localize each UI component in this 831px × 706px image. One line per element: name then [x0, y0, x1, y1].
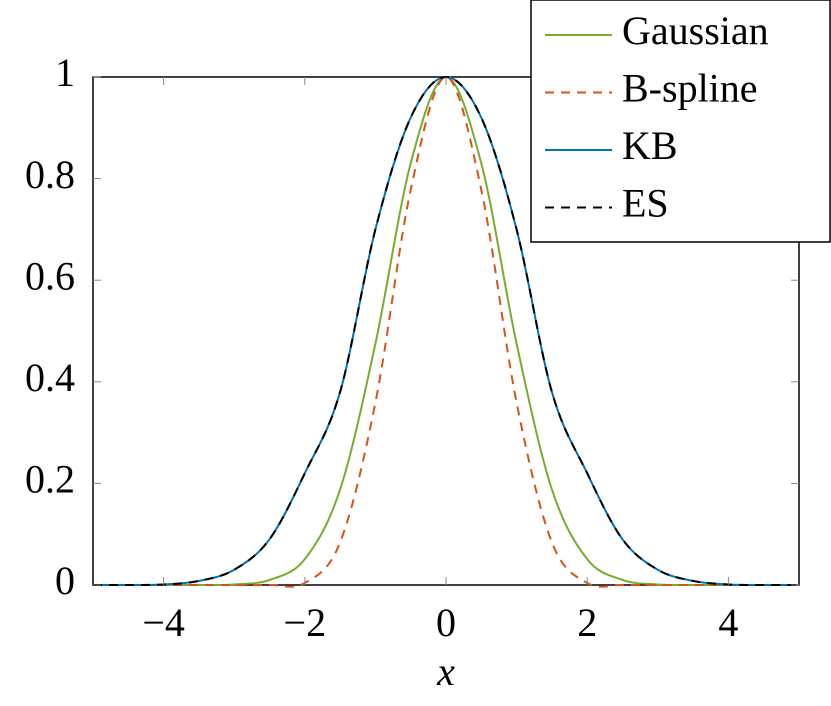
y-tick-label: 0.8	[25, 152, 75, 197]
legend-label: KB	[622, 123, 678, 168]
y-tick-label: 1	[55, 50, 75, 95]
x-axis-label: x	[436, 649, 455, 694]
legend-label: ES	[622, 181, 669, 226]
legend-label: Gaussian	[622, 8, 769, 53]
x-tick-label: −2	[284, 600, 327, 645]
y-tick-label: 0	[55, 558, 75, 603]
x-tick-label: −4	[142, 600, 185, 645]
y-tick-label: 0.6	[25, 253, 75, 298]
x-tick-label: 0	[436, 600, 456, 645]
x-tick-label: 2	[577, 600, 597, 645]
legend-label: B-spline	[622, 66, 758, 111]
y-tick-label: 0.4	[25, 355, 75, 400]
y-tick-label: 0.2	[25, 457, 75, 502]
legend-box	[530, 0, 831, 243]
x-tick-label: 4	[718, 600, 738, 645]
